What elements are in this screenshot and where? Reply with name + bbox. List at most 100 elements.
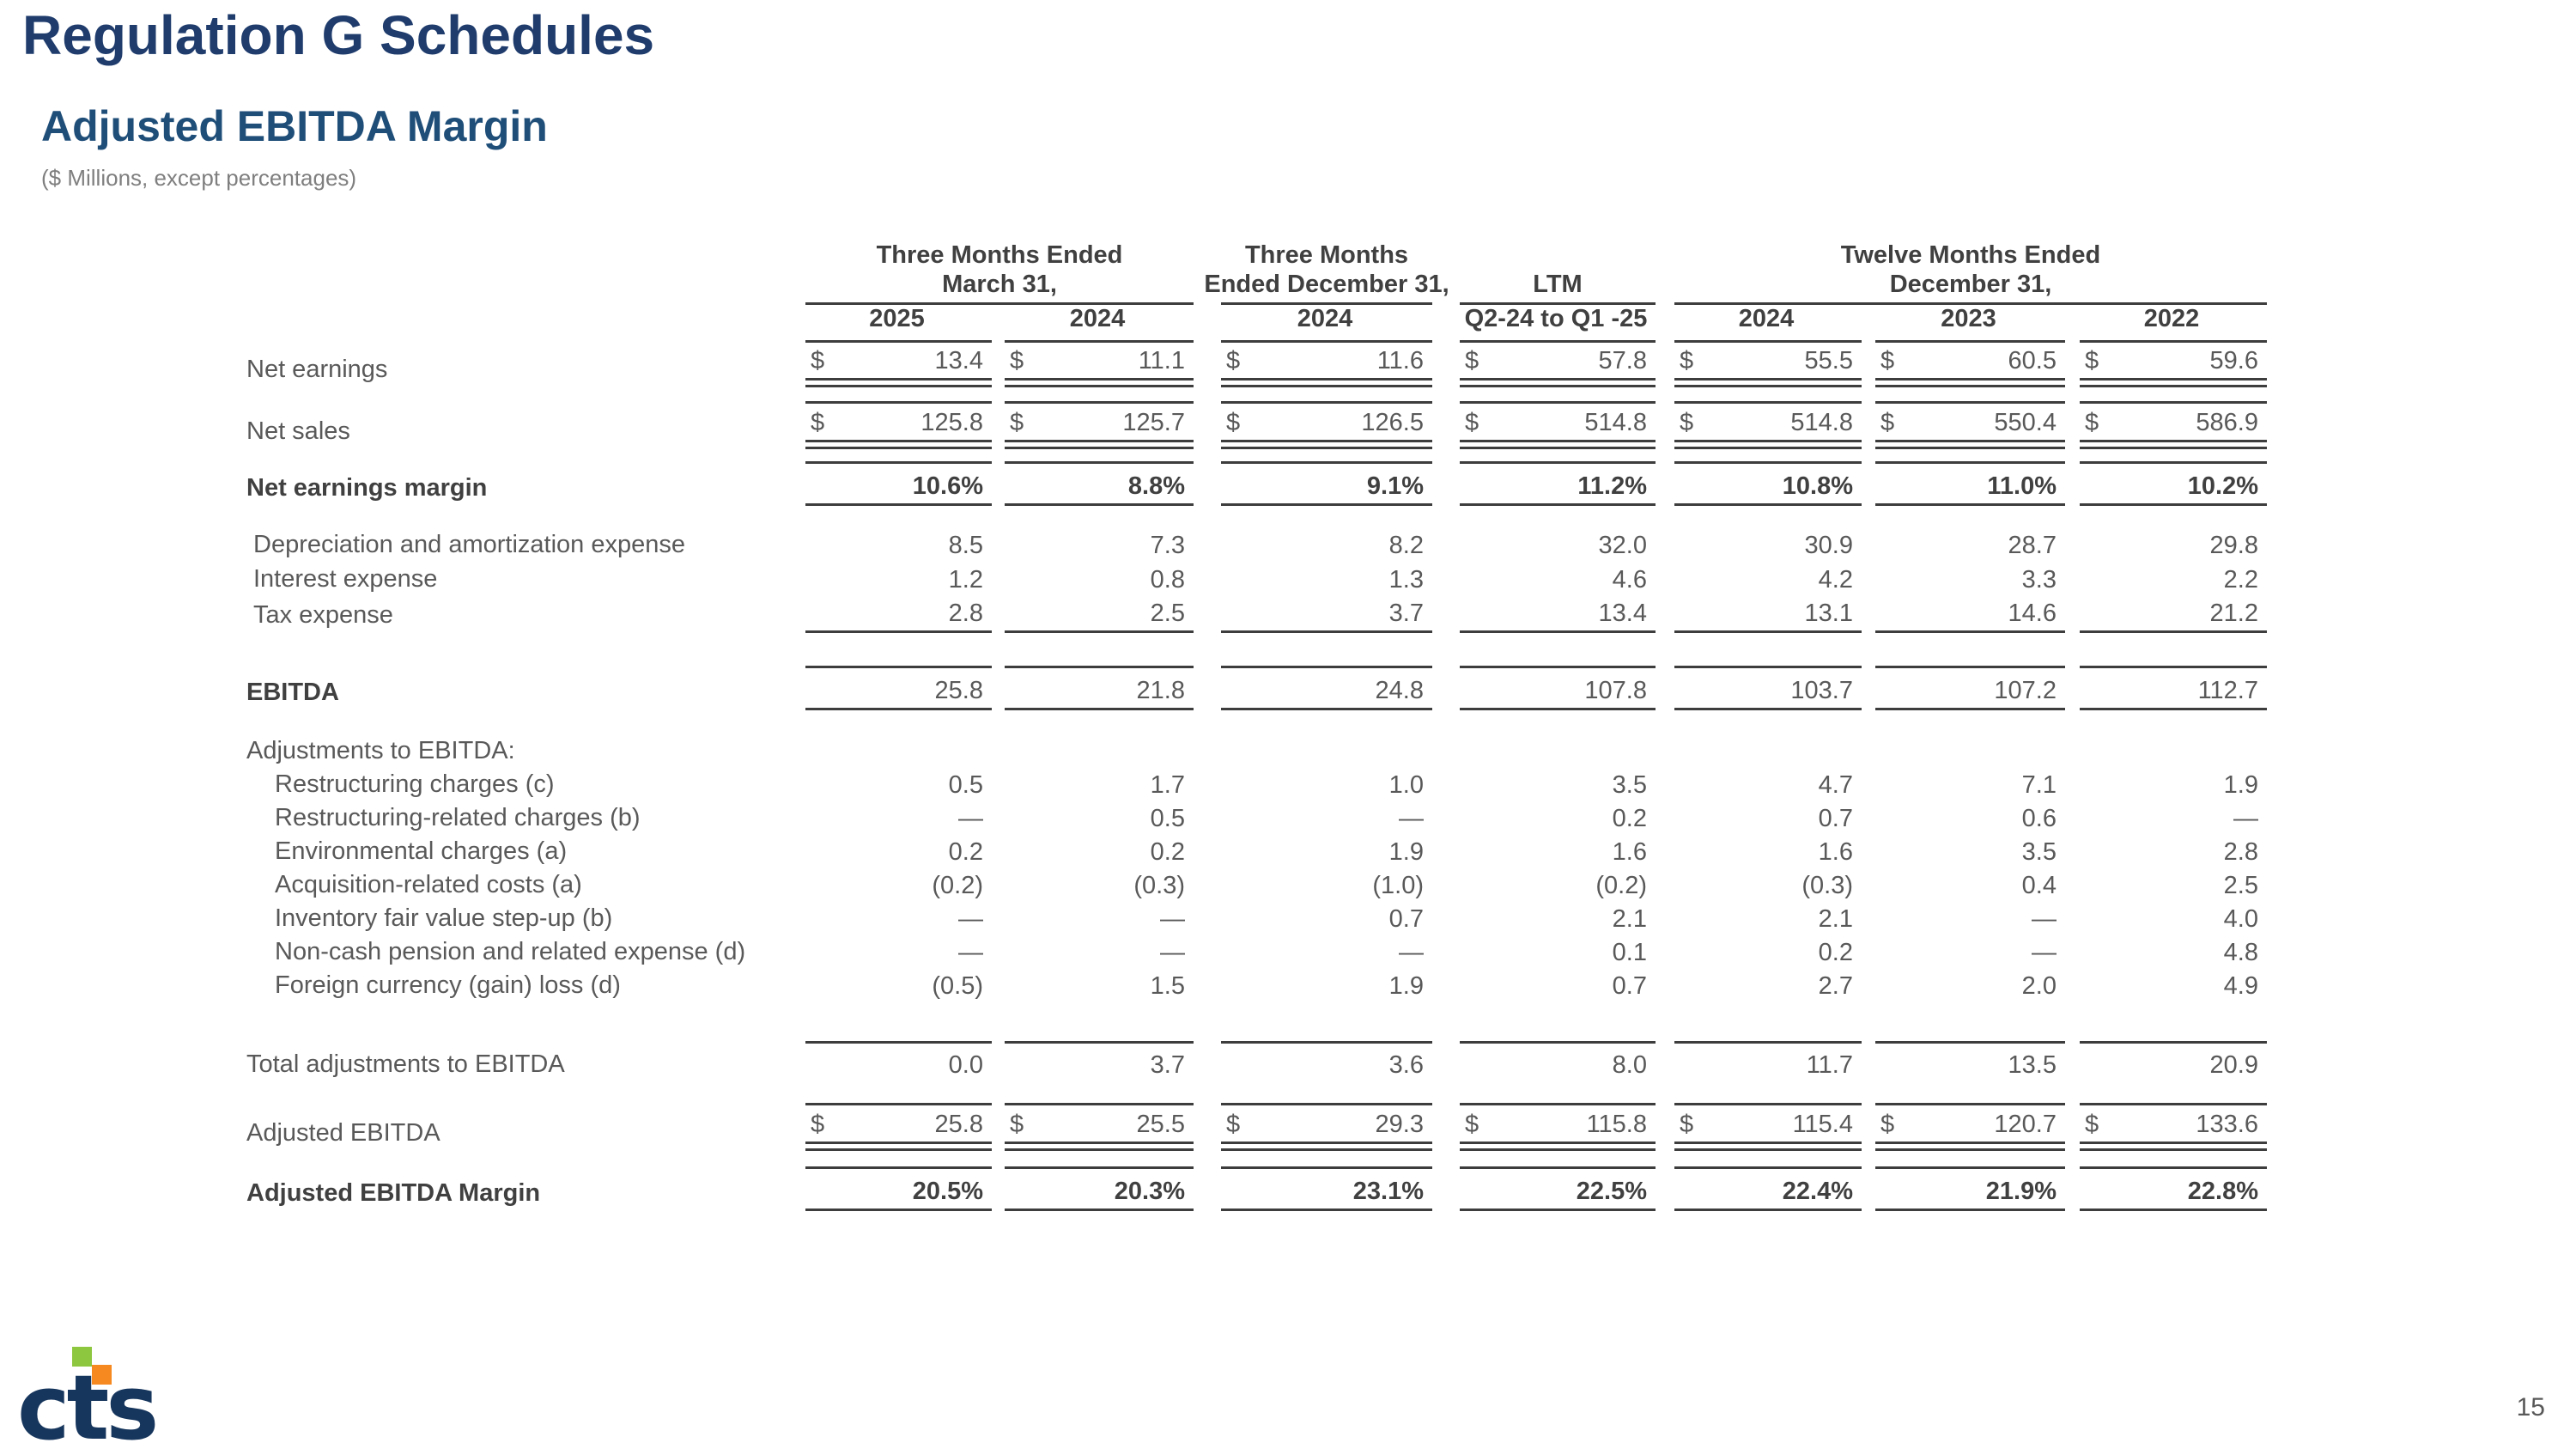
cell: $25.5: [1005, 1103, 1194, 1151]
col-header-2024-q4: 2024: [1221, 305, 1432, 343]
page-title: Regulation G Schedules: [22, 4, 655, 66]
cell: 24.8: [1221, 666, 1432, 710]
cell: (0.3): [1133, 872, 1185, 899]
cell: $55.5: [1674, 343, 1862, 387]
cell: $586.9: [2080, 401, 2267, 449]
col-header-ltm-range: Q2-24 to Q1 -25: [1460, 305, 1656, 343]
cell: 0.0: [805, 1041, 992, 1082]
cell: 0.2: [1818, 939, 1853, 966]
row-noncash-pension: Non-cash pension and related expense (d)…: [245, 936, 2271, 970]
cell: —: [958, 905, 983, 933]
cell: 32.0: [1598, 532, 1647, 559]
cell: 2.8: [805, 597, 992, 633]
cell: 0.2: [1612, 805, 1647, 832]
cell: 11.0%: [1875, 461, 2065, 506]
cell: 0.7: [1388, 905, 1424, 933]
cell: $115.8: [1460, 1103, 1656, 1151]
cell: $115.4: [1674, 1103, 1862, 1151]
cell: 0.7: [1818, 805, 1853, 832]
year-header-row: 2025 2024 2024 Q2-24 to Q1 -25 2024 2023…: [245, 305, 2271, 343]
cell: 23.1%: [1221, 1166, 1432, 1211]
cell: 0.6: [2021, 805, 2057, 832]
row-tax-expense: Tax expense 2.8 2.5 3.7 13.4 13.1 14.6 2…: [245, 597, 2271, 633]
cell: (0.2): [1595, 872, 1647, 899]
cell: $125.7: [1005, 401, 1194, 449]
cell: 21.9%: [1875, 1166, 2065, 1211]
row-restructuring-related: Restructuring-related charges (b) — 0.5 …: [245, 802, 2271, 836]
cell: 3.5: [2021, 838, 2057, 866]
cell: 2.2: [2223, 566, 2258, 594]
cell: 2.7: [1818, 972, 1853, 1000]
cell: $60.5: [1875, 343, 2065, 387]
row-total-adjustments: Total adjustments to EBITDA 0.0 3.7 3.6 …: [245, 1041, 2271, 1082]
cell: 22.5%: [1460, 1166, 1656, 1211]
cell: $11.1: [1005, 343, 1194, 387]
cell: 0.2: [1150, 838, 1185, 866]
col-header-fy2024: 2024: [1674, 305, 1862, 343]
cell: 1.3: [1388, 566, 1424, 594]
cell: 1.6: [1818, 838, 1853, 866]
cell: 13.1: [1674, 597, 1862, 633]
cell: 3.7: [1221, 597, 1432, 633]
col-header-fy2023: 2023: [1875, 305, 2065, 343]
cell: 8.5: [948, 532, 983, 559]
cell: $59.6: [2080, 343, 2267, 387]
cell: 1.6: [1612, 838, 1647, 866]
cell: $133.6: [2080, 1103, 2267, 1151]
row-depreciation-amortization: Depreciation and amortization expense 8.…: [245, 527, 2271, 563]
cell: 28.7: [2008, 532, 2057, 559]
cell: $514.8: [1674, 401, 1862, 449]
cell: 13.5: [1875, 1041, 2065, 1082]
cell: 2.5: [1005, 597, 1194, 633]
cell: 2.0: [2021, 972, 2057, 1000]
cell: 107.8: [1460, 666, 1656, 710]
cell: —: [1160, 905, 1185, 933]
cell: —: [1399, 805, 1424, 832]
cell: —: [1399, 939, 1424, 966]
row-adjustments-header: Adjustments to EBITDA:: [246, 737, 515, 764]
col-header-fy2022: 2022: [2080, 305, 2267, 343]
cell: $126.5: [1221, 401, 1432, 449]
cell: 3.6: [1221, 1041, 1432, 1082]
row-acquisition-costs: Acquisition-related costs (a) (0.2) (0.3…: [245, 869, 2271, 903]
cell: 0.7: [1612, 972, 1647, 1000]
cell: (0.3): [1801, 872, 1853, 899]
cell: —: [958, 939, 983, 966]
cell: 103.7: [1674, 666, 1862, 710]
cell: 8.8%: [1005, 461, 1194, 506]
cell: $120.7: [1875, 1103, 2065, 1151]
cell: 8.2: [1388, 532, 1424, 559]
cell: —: [2032, 905, 2057, 933]
cell: 0.8: [1150, 566, 1185, 594]
cell: 10.8%: [1674, 461, 1862, 506]
cell: —: [1160, 939, 1185, 966]
cell: (1.0): [1372, 872, 1424, 899]
cell: 1.2: [948, 566, 983, 594]
logo-green-square: [72, 1347, 92, 1367]
row-ebitda: EBITDA 25.8 21.8 24.8 107.8 103.7 107.2 …: [245, 666, 2271, 710]
cell: $13.4: [805, 343, 992, 387]
cell: 0.5: [1150, 805, 1185, 832]
cell: 14.6: [1875, 597, 2065, 633]
cell: 3.7: [1005, 1041, 1194, 1082]
cell: 2.1: [1818, 905, 1853, 933]
cell: 30.9: [1804, 532, 1853, 559]
row-adjusted-ebitda: Adjusted EBITDA $25.8 $25.5 $29.3 $115.8…: [245, 1103, 2271, 1151]
cell: —: [2233, 805, 2258, 832]
cell: $514.8: [1460, 401, 1656, 449]
slide-subtitle: Adjusted EBITDA Margin: [41, 102, 548, 150]
row-net-earnings: Net earnings $13.4 $11.1 $11.6 $57.8 $55…: [245, 343, 2271, 387]
cell: 9.1%: [1221, 461, 1432, 506]
cell: $550.4: [1875, 401, 2065, 449]
column-group-header-row: Three Months Ended March 31, Three Months…: [245, 240, 2271, 305]
cell: 29.8: [2209, 532, 2258, 559]
cell: 8.0: [1460, 1041, 1656, 1082]
cell: 1.9: [1388, 972, 1424, 1000]
cell: 1.9: [2223, 771, 2258, 799]
cell: 11.7: [1674, 1041, 1862, 1082]
cell: 7.3: [1150, 532, 1185, 559]
financial-table: Three Months Ended March 31, Three Months…: [245, 240, 2271, 1211]
cell: —: [2032, 939, 2057, 966]
cell: $125.8: [805, 401, 992, 449]
